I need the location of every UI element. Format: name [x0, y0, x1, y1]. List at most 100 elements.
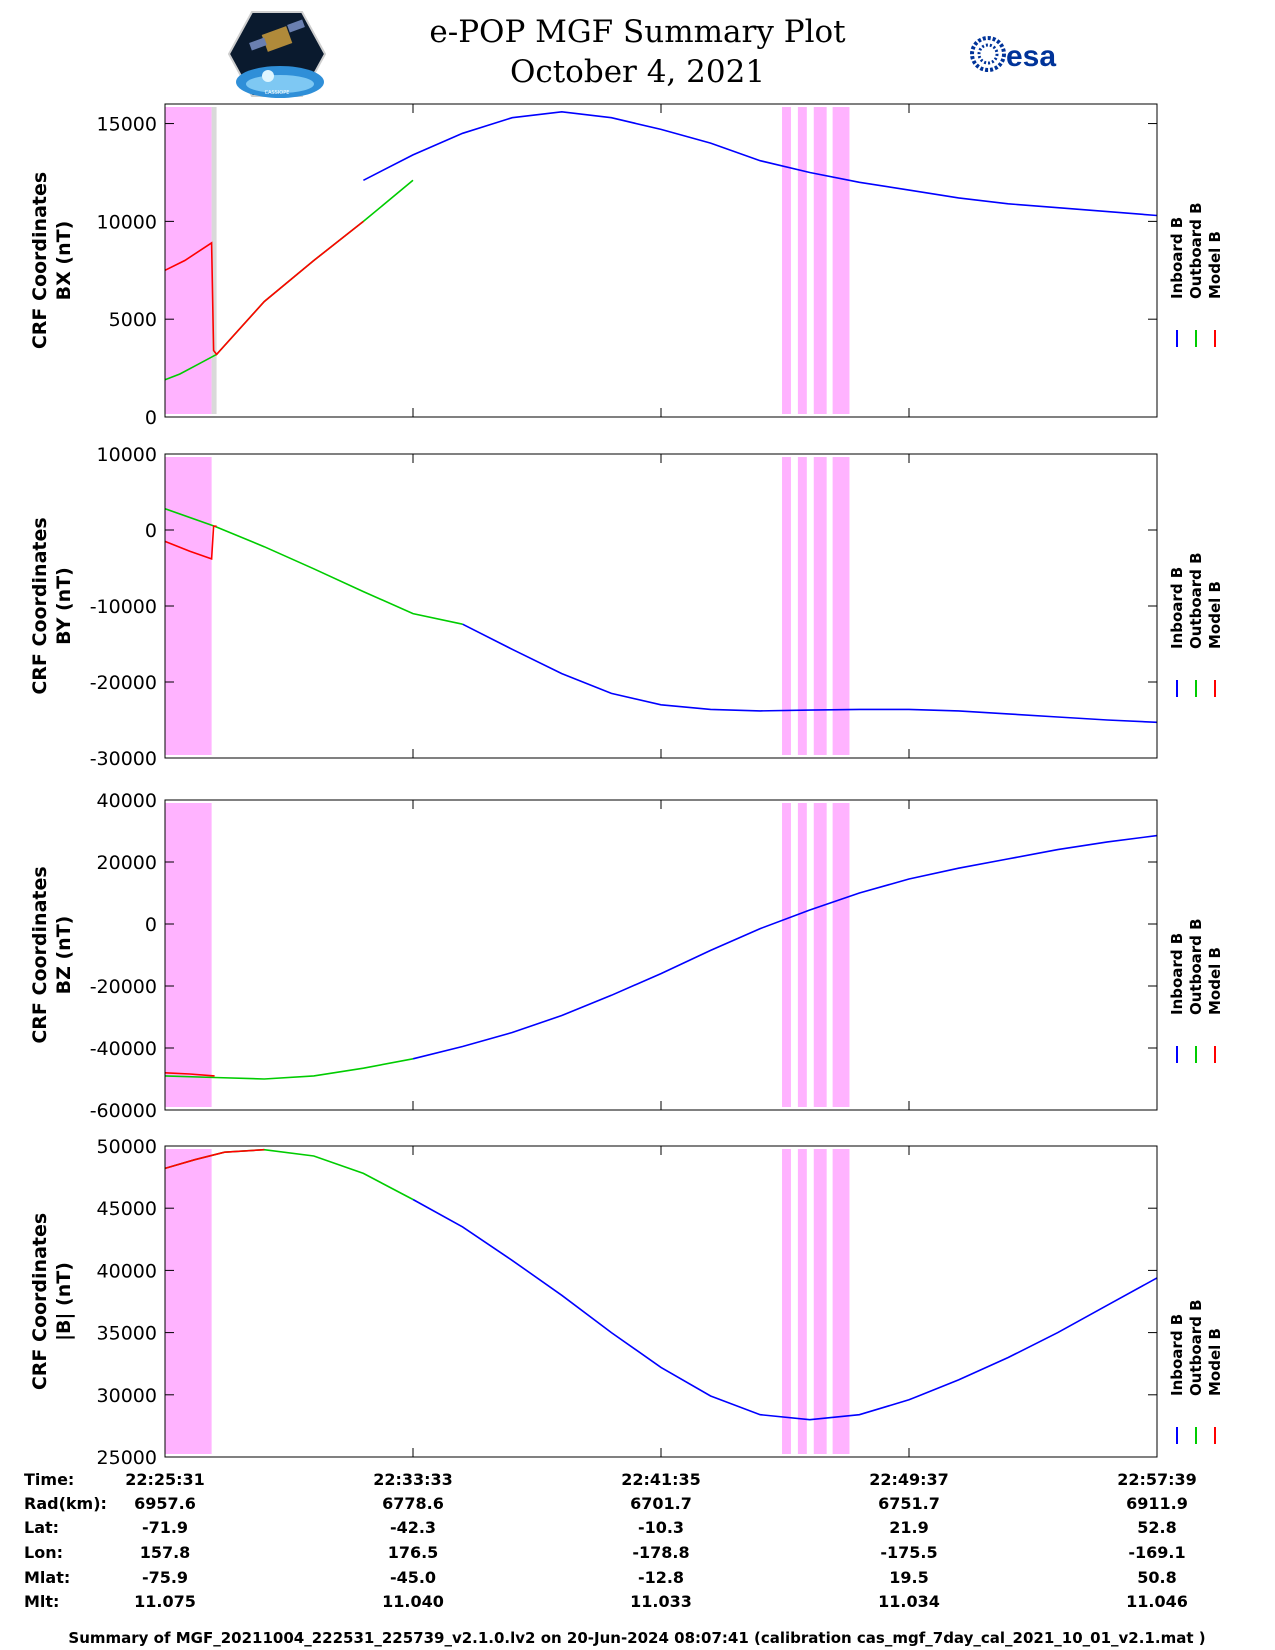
series-line-inboard-b	[412, 834, 1158, 1060]
legend-label: Model B	[1206, 231, 1224, 299]
info-row-label: Lat:	[24, 1518, 59, 1537]
y-tick-label: -20000	[90, 672, 157, 694]
esa-logo-text: esa	[1006, 40, 1056, 73]
info-cell: 6911.9	[1126, 1494, 1188, 1513]
y-tick-label: 50000	[97, 1136, 157, 1158]
series-line-inboard-b	[462, 623, 1158, 724]
info-cell: 22:33:33	[373, 1470, 453, 1489]
highlight-span	[813, 803, 827, 1107]
plot-title: e-POP MGF Summary Plot	[429, 14, 846, 50]
plot-header: e-POP MGF Summary Plot October 4, 2021 C…	[0, 0, 1275, 100]
y-tick-label: 40000	[97, 790, 157, 812]
series-line-model-b	[164, 220, 364, 356]
y-tick-label: 15000	[97, 114, 157, 136]
y-axis-label: BY (nT)	[53, 567, 75, 645]
y-tick-label: 40000	[97, 1260, 157, 1282]
plot-frame	[164, 453, 1158, 759]
cassiope-logo-caption: CASSIOPE	[265, 90, 290, 96]
y-axis-label: CRF Coordinates	[29, 1213, 51, 1390]
y-tick-label: 10000	[97, 211, 157, 233]
info-row-label: Mlat:	[24, 1568, 70, 1587]
info-cell: 21.9	[889, 1518, 928, 1537]
info-cell: 22:25:31	[125, 1470, 205, 1489]
legend-label: Outboard B	[1187, 918, 1205, 1015]
esa-logo: esa	[970, 36, 1056, 73]
legend-label: Outboard B	[1187, 202, 1205, 299]
highlight-span	[813, 1149, 827, 1454]
legend-label: Model B	[1206, 581, 1224, 649]
info-cell: 6751.7	[878, 1494, 940, 1513]
info-cell: 22:57:39	[1117, 1470, 1197, 1489]
y-tick-label: -30000	[90, 748, 157, 770]
highlight-span	[782, 457, 791, 755]
info-cell: -12.8	[638, 1568, 684, 1587]
chart-panel-3: -60000 -40000 -20000 0 20000 40000 CRF Coordin…	[29, 790, 1224, 1122]
y-tick-label: -40000	[90, 1038, 157, 1060]
y-tick-label: -60000	[90, 1100, 157, 1122]
highlight-span	[832, 1149, 850, 1454]
legend-label: Model B	[1206, 1328, 1224, 1396]
highlight-span	[165, 1149, 212, 1454]
y-axis-label: CRF Coordinates	[29, 866, 51, 1043]
orbit-info-table: Time: Rad(km): Lat: Lon: Mlat: Mlt: 22:25:31 69…	[24, 1470, 1197, 1611]
info-cell: -175.5	[880, 1543, 937, 1562]
info-cell: 6701.7	[630, 1494, 692, 1513]
y-tick-label: 45000	[97, 1198, 157, 1220]
info-cell: 52.8	[1137, 1518, 1176, 1537]
highlight-span	[813, 107, 827, 414]
y-tick-label: 35000	[97, 1323, 157, 1345]
series-line-outboard-b	[164, 1058, 414, 1080]
y-tick-label: -10000	[90, 596, 157, 618]
cassiope-mission-logo: CASSIOPE	[228, 11, 326, 98]
chart-panel-2: -30000 -20000 -10000 0 10000 CRF Coordinates B…	[29, 444, 1224, 770]
legend-label: Inboard B	[1168, 1314, 1186, 1396]
y-tick-label: -20000	[90, 976, 157, 998]
footer-caption: Summary of MGF_20211004_222531_225739_v2…	[68, 1629, 1205, 1647]
info-cell: 11.034	[878, 1592, 940, 1611]
y-tick-label: 0	[145, 407, 157, 429]
series-line-inboard-b	[412, 1198, 1158, 1421]
info-row-label: Time:	[24, 1470, 74, 1489]
info-row-label: Lon:	[24, 1543, 63, 1562]
highlight-span	[165, 107, 212, 414]
info-cell: -42.3	[390, 1518, 436, 1537]
info-cell: -10.3	[638, 1518, 684, 1537]
legend-label: Model B	[1206, 947, 1224, 1015]
series-line-inboard-b	[363, 110, 1158, 217]
info-cell: 19.5	[889, 1568, 928, 1587]
info-cell: -75.9	[142, 1568, 188, 1587]
highlight-span	[782, 1149, 791, 1454]
legend-label: Outboard B	[1187, 1299, 1205, 1396]
y-tick-label: 10000	[97, 444, 157, 466]
highlight-span	[797, 457, 807, 755]
info-cell: -45.0	[390, 1568, 436, 1587]
plot-frame	[164, 1145, 1158, 1458]
y-tick-label: 20000	[97, 852, 157, 874]
y-tick-label: 0	[145, 914, 157, 936]
info-cell: 11.046	[1126, 1592, 1188, 1611]
info-cell: 11.075	[134, 1592, 196, 1611]
info-cell: 11.040	[382, 1592, 444, 1611]
y-axis-label: CRF Coordinates	[29, 517, 51, 694]
info-row-label: Rad(km):	[24, 1494, 107, 1513]
info-cell: 11.033	[630, 1592, 692, 1611]
info-cell: 176.5	[388, 1543, 439, 1562]
highlight-span	[832, 803, 850, 1107]
y-tick-label: 30000	[97, 1385, 157, 1407]
y-axis-label: BX (nT)	[53, 221, 75, 301]
highlight-span	[797, 803, 807, 1107]
chart-panel-1: 0 5000 10000 15000 CRF Coordinates BX (nT) Inb…	[29, 103, 1224, 429]
info-cell: 22:41:35	[621, 1470, 701, 1489]
legend-label: Outboard B	[1187, 552, 1205, 649]
highlight-span	[165, 803, 212, 1107]
series-line-model-b	[164, 1072, 215, 1077]
y-tick-label: 25000	[97, 1447, 157, 1469]
info-row-label: Mlt:	[24, 1592, 59, 1611]
info-cell: -178.8	[632, 1543, 689, 1562]
plot-frame	[164, 799, 1158, 1111]
highlight-span	[832, 107, 850, 414]
plot-date: October 4, 2021	[509, 54, 766, 90]
gray-span	[211, 107, 217, 414]
y-axis-label: |B| (nT)	[53, 1262, 75, 1341]
series-line-model-b	[164, 1148, 265, 1170]
